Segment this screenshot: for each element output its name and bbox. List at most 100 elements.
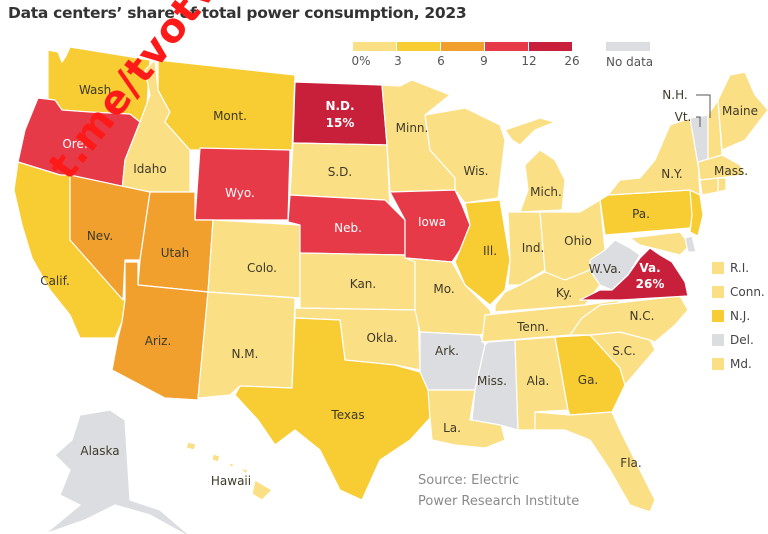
leader-line-nh [696, 94, 711, 118]
color-legend: 0% 3 6 9 12 26 [351, 42, 583, 68]
label-new-jersey: N.J. [730, 309, 751, 323]
label-vermont: Vt. [675, 110, 692, 124]
label-illinois: Ill. [483, 244, 497, 258]
label-utah: Utah [161, 246, 189, 260]
chart-title: Data centers’ share of total power consu… [8, 4, 467, 22]
label-wisconsin: Wis. [463, 164, 488, 178]
state-north-dakota[interactable] [292, 81, 388, 146]
label-delaware: Del. [730, 333, 754, 347]
small-state-row: Del. [712, 328, 765, 352]
legend-tick: 9 [480, 54, 488, 68]
legend-swatch-2 [441, 42, 484, 51]
small-state-row: Md. [712, 352, 765, 376]
label-arkansas: Ark. [435, 344, 459, 358]
label-virginia-value: 26% [636, 277, 665, 291]
state-michigan[interactable] [504, 117, 566, 213]
swatch-new-jersey [712, 310, 724, 322]
swatch-maryland [712, 358, 724, 370]
label-hawaii: Hawaii [211, 474, 251, 488]
legend-tick: 6 [437, 54, 445, 68]
label-alabama: Ala. [527, 374, 550, 388]
label-virginia: Va. [639, 261, 660, 275]
state-rhode-island[interactable] [717, 177, 727, 193]
label-north-carolina: N.C. [630, 309, 655, 323]
no-data-legend: No data [606, 42, 653, 69]
label-oklahoma: Okla. [367, 331, 398, 345]
legend-tick: 26 [564, 54, 580, 68]
legend-tick: 0% [351, 54, 371, 68]
state-illinois[interactable] [454, 199, 511, 306]
legend-swatch-4 [529, 42, 572, 51]
legend-tick: 3 [394, 54, 402, 68]
legend-ticks: 0% 3 6 9 12 26 [351, 51, 583, 68]
label-new-york: N.Y. [661, 167, 683, 181]
label-west-virginia: W.Va. [589, 262, 622, 276]
label-mississippi: Miss. [477, 374, 507, 388]
state-maryland[interactable] [629, 231, 691, 256]
source-line-2: Power Research Institute [418, 494, 580, 509]
label-maine: Maine [722, 104, 758, 118]
label-maryland: Md. [730, 357, 752, 371]
label-california: Calif. [40, 274, 70, 288]
label-pennsylvania: Pa. [632, 207, 650, 221]
state-wyoming[interactable] [194, 147, 291, 221]
label-florida: Fla. [620, 456, 641, 470]
leader-line-vt [696, 116, 701, 127]
state-west-virginia[interactable] [589, 239, 641, 291]
label-michigan: Mich. [530, 185, 562, 199]
legend-tick: 12 [521, 54, 537, 68]
label-colorado: Colo. [247, 261, 277, 275]
label-south-carolina: S.C. [612, 344, 636, 358]
state-new-jersey[interactable] [689, 189, 704, 237]
state-delaware[interactable] [684, 235, 697, 253]
label-connecticut: Conn. [730, 285, 765, 299]
label-georgia: Ga. [578, 373, 598, 387]
state-arizona[interactable] [111, 261, 209, 401]
no-data-swatch [606, 42, 650, 51]
state-connecticut[interactable] [699, 177, 719, 196]
label-missouri: Mo. [433, 282, 454, 296]
label-new-mexico: N.M. [232, 347, 259, 361]
label-nevada: Nev. [87, 229, 113, 243]
small-states-legend: R.I. Conn. N.J. Del. Md. [712, 256, 765, 376]
label-alaska: Alaska [80, 444, 119, 458]
state-texas[interactable] [234, 317, 431, 501]
state-wisconsin[interactable] [424, 107, 506, 204]
state-maine[interactable] [717, 71, 768, 151]
label-nebraska: Neb. [334, 221, 362, 235]
state-montana[interactable] [157, 59, 296, 151]
state-louisiana[interactable] [427, 389, 506, 449]
label-rhode-island: R.I. [730, 261, 750, 275]
source-note: Source: Electric Power Research Institut… [418, 470, 579, 512]
state-virginia[interactable] [579, 247, 689, 301]
label-wyoming: Wyo. [225, 186, 255, 200]
legend-swatch-3 [485, 42, 528, 51]
no-data-label: No data [606, 55, 654, 69]
state-new-mexico[interactable] [197, 291, 296, 399]
label-oregon: Ore. [62, 137, 87, 151]
legend-swatch-1 [397, 42, 440, 51]
label-new-hampshire: N.H. [662, 88, 687, 102]
swatch-delaware [712, 334, 724, 346]
label-kansas: Kan. [350, 277, 376, 291]
label-kentucky: Ky. [556, 286, 572, 300]
label-montana: Mont. [213, 109, 247, 123]
label-arizona: Ariz. [145, 334, 172, 348]
label-tennessee: Tenn. [516, 320, 549, 334]
label-iowa: Iowa [418, 215, 446, 229]
state-hawaii[interactable] [185, 441, 273, 501]
state-arkansas[interactable] [419, 331, 486, 391]
state-north-carolina[interactable] [569, 295, 689, 343]
state-florida[interactable] [534, 411, 656, 513]
source-line-1: Source: Electric [418, 473, 520, 488]
label-louisiana: La. [443, 421, 461, 435]
state-alaska[interactable] [44, 409, 195, 534]
label-south-dakota: S.D. [328, 165, 353, 179]
label-north-dakota: N.D. [325, 99, 354, 113]
label-indiana: Ind. [522, 241, 545, 255]
label-idaho: Idaho [133, 162, 166, 176]
state-new-york[interactable] [607, 117, 701, 196]
state-colorado[interactable] [207, 219, 301, 299]
label-minnesota: Minn. [396, 121, 429, 135]
label-massachusetts: Mass. [714, 164, 748, 178]
